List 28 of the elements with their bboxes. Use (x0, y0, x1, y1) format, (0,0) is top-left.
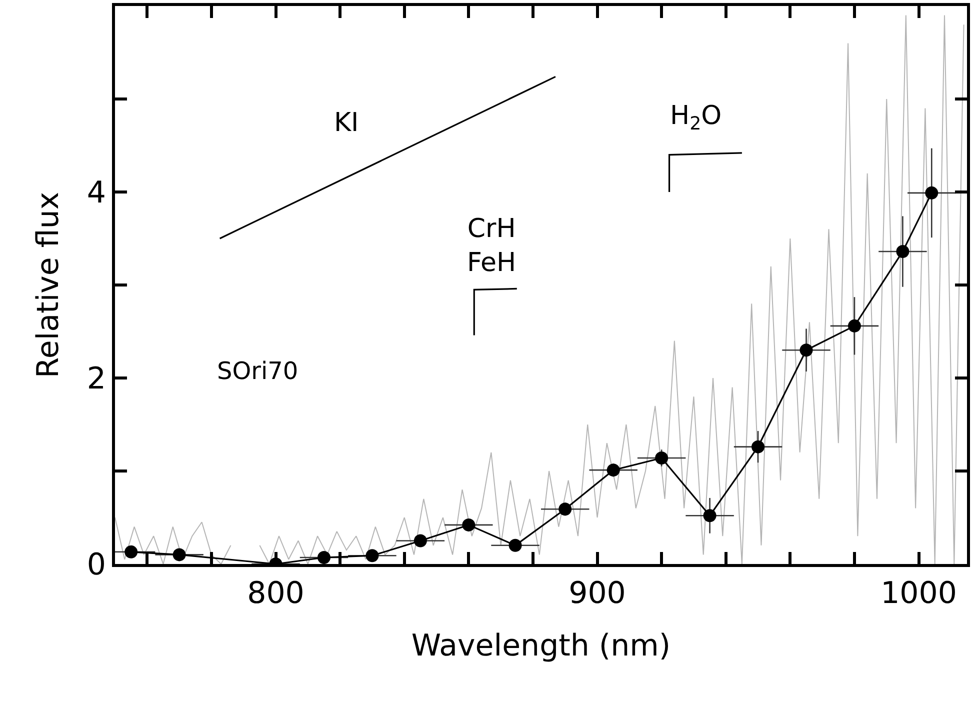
y-axis-title: Relative flux (30, 192, 66, 378)
point (366, 549, 379, 562)
x-tick-label: 900 (568, 576, 626, 611)
point (925, 186, 938, 200)
y-tick-label: 0 (86, 548, 106, 582)
point (655, 451, 668, 464)
annotation: CrH FeH (467, 214, 516, 278)
point (896, 245, 910, 258)
point (172, 548, 186, 562)
point (508, 538, 522, 552)
point (558, 502, 572, 516)
y-tick-label: 4 (86, 176, 106, 210)
point (317, 550, 330, 564)
annotation: H$_{2}$O (670, 101, 722, 134)
point (462, 518, 476, 532)
annotation: SOri70 (217, 357, 298, 385)
y-tick-label: 2 (86, 362, 106, 396)
point (703, 509, 716, 522)
annotation: KI (334, 108, 359, 138)
point (606, 464, 620, 477)
x-tick-label: 800 (247, 576, 304, 611)
x-tick-label: 1000 (880, 576, 957, 611)
x-axis-title: Wavelength (nm) (411, 628, 671, 664)
point (848, 319, 861, 332)
point (414, 534, 427, 548)
point (800, 344, 813, 357)
point (752, 440, 765, 454)
point (124, 545, 138, 558)
